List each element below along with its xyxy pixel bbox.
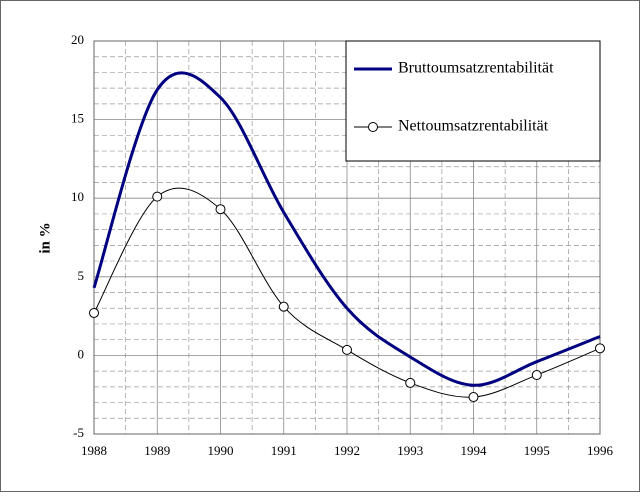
legend-marker <box>368 122 378 132</box>
y-tick-label: 0 <box>78 346 85 361</box>
point <box>595 343 605 354</box>
legend-label: Bruttoumsatzrentabilität <box>398 60 554 77</box>
point <box>342 344 352 355</box>
point <box>531 370 542 381</box>
point <box>405 377 416 388</box>
x-tick-label: 1992 <box>334 443 360 458</box>
point <box>278 301 289 312</box>
point <box>468 392 479 403</box>
y-tick-label: 20 <box>71 32 84 47</box>
x-tick-label: 1995 <box>524 443 550 458</box>
legend-box <box>345 40 601 162</box>
y-tick-label: 5 <box>78 268 85 283</box>
point <box>152 191 163 202</box>
x-tick-label: 1993 <box>397 443 423 458</box>
x-tick-label: 1991 <box>271 443 297 458</box>
y-tick-label: -5 <box>73 425 84 440</box>
legend-label: Nettoumsatzrentabilität <box>398 118 549 135</box>
x-tick-label: 1989 <box>144 443 170 458</box>
y-tick-label: 15 <box>71 111 84 126</box>
x-tick-label: 1994 <box>461 443 488 458</box>
x-tick-label: 1990 <box>208 443 234 458</box>
x-tick-label: 1996 <box>587 443 614 458</box>
y-axis-label: in % <box>37 222 53 253</box>
point <box>89 307 99 318</box>
y-tick-label: 10 <box>71 189 84 204</box>
point <box>215 204 226 215</box>
x-tick-label: 1988 <box>81 443 107 458</box>
line <box>92 71 601 387</box>
